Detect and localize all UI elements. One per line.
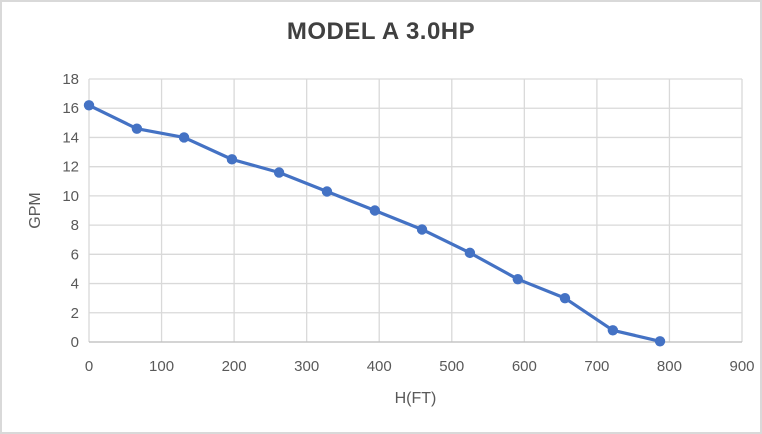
x-tick-label: 700 <box>584 358 609 375</box>
data-point-marker <box>321 186 333 197</box>
y-tick-label: 6 <box>71 246 79 263</box>
y-tick-label: 18 <box>62 71 79 88</box>
data-point-marker <box>83 100 95 111</box>
x-axis-title: H(FT) <box>395 390 437 407</box>
data-point-marker <box>178 132 190 143</box>
series-line <box>87 103 662 343</box>
x-tick-label: 300 <box>294 358 319 375</box>
data-point-marker <box>607 325 619 336</box>
data-point-marker <box>464 247 476 259</box>
chart-title: MODEL A 3.0HP <box>286 18 476 45</box>
x-tick-label: 400 <box>367 358 392 375</box>
y-tick-label: 0 <box>71 334 79 351</box>
y-tick-label: 16 <box>62 100 79 117</box>
x-tick-label: 800 <box>657 358 682 375</box>
x-tick-label: 100 <box>149 358 174 375</box>
data-point-marker <box>369 205 381 216</box>
x-tick-label: 600 <box>512 358 537 375</box>
x-tick-label: 500 <box>439 358 464 375</box>
x-tick-label: 900 <box>729 358 754 375</box>
y-tick-label: 2 <box>71 305 79 322</box>
y-tick-label: 14 <box>62 129 79 146</box>
y-axis-title: GPM <box>27 192 44 228</box>
y-tick-label: 4 <box>71 276 79 293</box>
data-point-marker <box>654 336 666 347</box>
data-point-marker <box>512 273 524 285</box>
y-tick-label: 10 <box>62 188 79 205</box>
data-point-marker <box>226 154 238 165</box>
data-point-marker <box>416 224 428 235</box>
x-tick-label: 200 <box>222 358 247 375</box>
x-tick-label: 0 <box>85 358 93 375</box>
y-tick-label: 8 <box>71 217 79 234</box>
data-point-marker <box>273 167 285 178</box>
y-tick-label: 12 <box>62 159 79 176</box>
data-point-marker <box>559 292 571 304</box>
data-point-marker <box>131 123 143 134</box>
